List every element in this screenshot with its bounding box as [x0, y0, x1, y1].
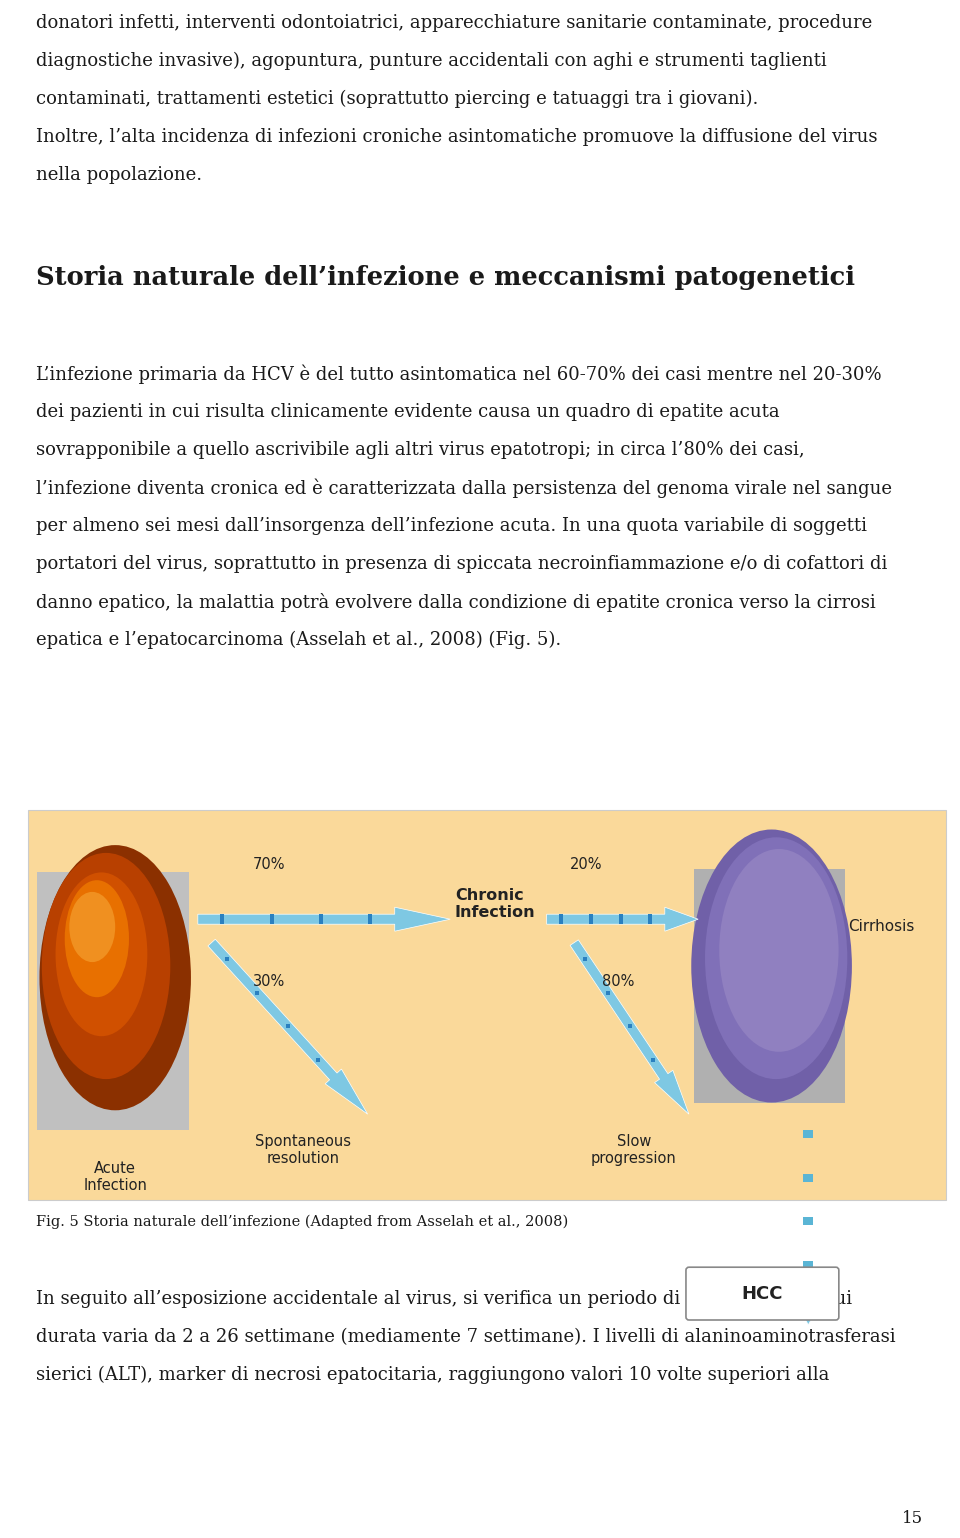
- Text: Inoltre, l’alta incidenza di infezioni croniche asintomatiche promuove la diffus: Inoltre, l’alta incidenza di infezioni c…: [36, 128, 878, 146]
- Text: epatica e l’epatocarcinoma (Asselah et al., 2008) (Fig. 5).: epatica e l’epatocarcinoma (Asselah et a…: [36, 631, 562, 649]
- Bar: [648, 914, 652, 924]
- Bar: [560, 914, 564, 924]
- Text: Chronic
Infection: Chronic Infection: [455, 887, 536, 920]
- Bar: [618, 914, 622, 924]
- FancyArrow shape: [198, 907, 450, 930]
- Bar: [804, 1173, 813, 1181]
- Bar: [804, 1261, 813, 1269]
- Text: l’infezione diventa cronica ed è caratterizzata dalla persistenza del genoma vir: l’infezione diventa cronica ed è caratte…: [36, 478, 893, 498]
- FancyArrow shape: [546, 907, 698, 930]
- Text: 15: 15: [902, 1510, 924, 1527]
- Ellipse shape: [42, 854, 170, 1080]
- Bar: [628, 1024, 632, 1029]
- Text: donatori infetti, interventi odontoiatrici, apparecchiature sanitarie contaminat: donatori infetti, interventi odontoiatri…: [36, 14, 873, 32]
- Text: 70%: 70%: [252, 857, 285, 872]
- Text: Slow
progression: Slow progression: [591, 1134, 677, 1166]
- Text: sierici (ALT), marker di necrosi epatocitaria, raggiungono valori 10 volte super: sierici (ALT), marker di necrosi epatoci…: [36, 1366, 829, 1384]
- Ellipse shape: [56, 872, 147, 1037]
- Bar: [255, 990, 259, 995]
- Bar: [37, 872, 189, 1130]
- Text: 80%: 80%: [602, 974, 635, 989]
- Ellipse shape: [39, 844, 191, 1110]
- FancyArrow shape: [799, 1307, 818, 1324]
- Text: dei pazienti in cui risulta clinicamente evidente causa un quadro di epatite acu: dei pazienti in cui risulta clinicamente…: [36, 403, 780, 421]
- Ellipse shape: [705, 837, 848, 1080]
- Bar: [651, 1058, 655, 1061]
- Bar: [319, 914, 323, 924]
- Text: contaminati, trattamenti estetici (soprattutto piercing e tatuaggi tra i giovani: contaminati, trattamenti estetici (sopra…: [36, 91, 758, 108]
- Text: portatori del virus, soprattutto in presenza di spiccata necroinfiammazione e/o : portatori del virus, soprattutto in pres…: [36, 555, 888, 574]
- Text: HCC: HCC: [742, 1284, 783, 1303]
- Text: per almeno sei mesi dall’insorgenza dell’infezione acuta. In una quota variabile: per almeno sei mesi dall’insorgenza dell…: [36, 517, 868, 535]
- Bar: [589, 914, 593, 924]
- Text: 20%: 20%: [569, 857, 602, 872]
- Ellipse shape: [691, 829, 852, 1103]
- Bar: [270, 914, 274, 924]
- Bar: [368, 914, 372, 924]
- Ellipse shape: [719, 849, 839, 1052]
- Ellipse shape: [64, 880, 129, 997]
- Text: Cirrhosis: Cirrhosis: [849, 920, 915, 934]
- Bar: [225, 957, 228, 961]
- Text: Spontaneous
resolution: Spontaneous resolution: [255, 1134, 351, 1166]
- Bar: [804, 1130, 813, 1138]
- Text: In seguito all’esposizione accidentale al virus, si verifica un periodo di incub: In seguito all’esposizione accidentale a…: [36, 1290, 852, 1307]
- Text: L’infezione primaria da HCV è del tutto asintomatica nel 60-70% dei casi mentre : L’infezione primaria da HCV è del tutto …: [36, 365, 882, 384]
- Bar: [316, 1058, 320, 1061]
- Text: sovrapponibile a quello ascrivibile agli altri virus epatotropi; in circa l’80% : sovrapponibile a quello ascrivibile agli…: [36, 441, 805, 458]
- Bar: [693, 869, 845, 1103]
- Text: 30%: 30%: [252, 974, 285, 989]
- Bar: [606, 990, 610, 995]
- FancyArrow shape: [208, 940, 368, 1114]
- FancyArrow shape: [570, 940, 689, 1114]
- Bar: [584, 957, 588, 961]
- Bar: [28, 811, 946, 1200]
- Text: durata varia da 2 a 26 settimane (mediamente 7 settimane). I livelli di alaninoa: durata varia da 2 a 26 settimane (mediam…: [36, 1327, 896, 1346]
- FancyBboxPatch shape: [686, 1267, 839, 1320]
- Text: Storia naturale dell’infezione e meccanismi patogenetici: Storia naturale dell’infezione e meccani…: [36, 265, 855, 291]
- Text: Fig. 5 Storia naturale dell’infezione (Adapted from Asselah et al., 2008): Fig. 5 Storia naturale dell’infezione (A…: [36, 1215, 568, 1229]
- Text: diagnostiche invasive), agopuntura, punture accidentali con aghi e strumenti tag: diagnostiche invasive), agopuntura, punt…: [36, 52, 828, 71]
- Text: nella popolazione.: nella popolazione.: [36, 166, 203, 185]
- Bar: [286, 1024, 290, 1029]
- Ellipse shape: [69, 892, 115, 963]
- Text: Acute
Infection: Acute Infection: [84, 1161, 147, 1193]
- Bar: [221, 914, 225, 924]
- Text: danno epatico, la malattia potrà evolvere dalla condizione di epatite cronica ve: danno epatico, la malattia potrà evolver…: [36, 594, 876, 612]
- Bar: [804, 1217, 813, 1226]
